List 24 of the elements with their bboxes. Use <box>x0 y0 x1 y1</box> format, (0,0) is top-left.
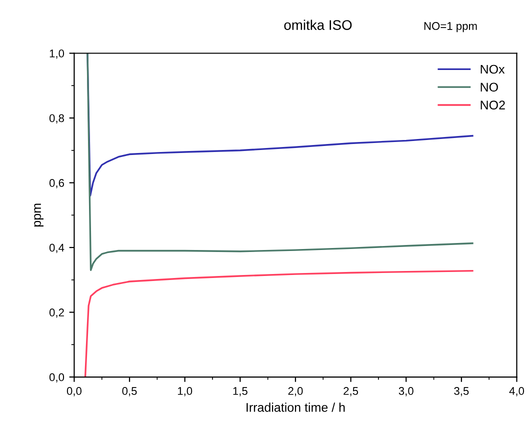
x-tick-label: 1,5 <box>233 387 248 396</box>
y-tick-label: 0,0 <box>49 373 64 382</box>
y-axis-title: ppm <box>34 204 44 226</box>
line-series <box>84 270 474 378</box>
y-tick-label: 0,8 <box>49 114 64 124</box>
x-axis-title: Irradiation time / h <box>246 402 345 412</box>
x-tick-label: 1,0 <box>178 387 192 396</box>
legend-label: NO <box>480 82 498 92</box>
chart-title: omitka ISO <box>284 20 352 30</box>
y-tick-label: 1,0 <box>50 50 64 59</box>
line-series <box>86 53 474 272</box>
text: NO=1 ppm <box>424 22 477 32</box>
x-tick-label: 0,0 <box>66 387 82 396</box>
legend-label: NO2 <box>480 100 505 110</box>
x-tick-label: 3,5 <box>454 387 469 396</box>
y-tick-label: 0,2 <box>49 308 64 318</box>
y-tick-label: 0,6 <box>49 179 64 188</box>
x-tick-label: 2,0 <box>288 387 303 396</box>
x-tick-label: 4,0 <box>509 387 524 396</box>
legend-label: NOx <box>480 64 505 74</box>
x-tick-label: 0,5 <box>122 387 137 396</box>
x-tick-label: 3,0 <box>398 387 414 396</box>
x-tick-label: 2,5 <box>344 387 358 396</box>
y-tick-label: 0,4 <box>49 244 64 253</box>
